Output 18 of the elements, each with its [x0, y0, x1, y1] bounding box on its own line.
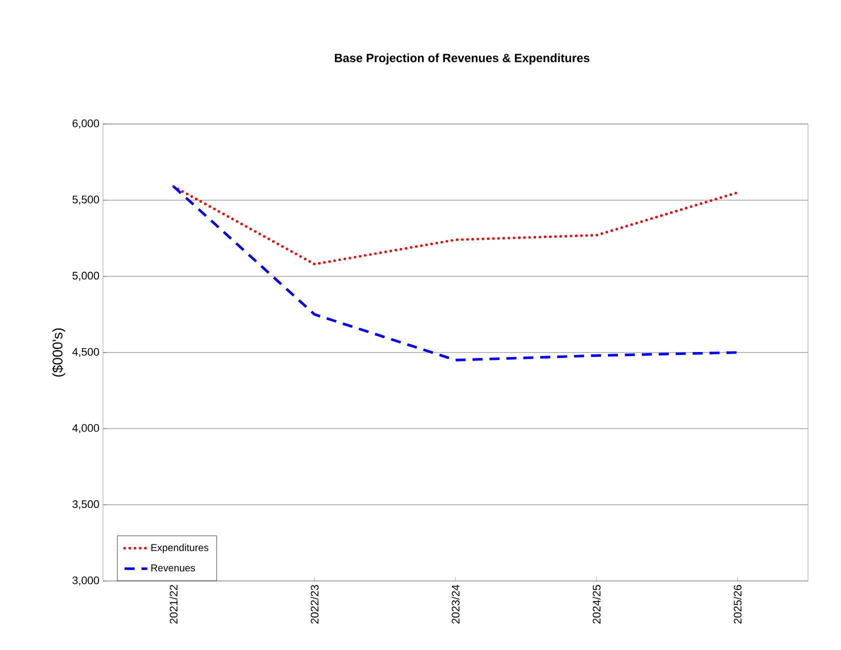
y-tick-label: 5,000 [72, 272, 100, 281]
x-tick-label: 2025/26 [733, 584, 742, 624]
y-tick-label: 3,500 [72, 500, 100, 510]
y-tick-label: 4,500 [72, 348, 100, 358]
x-tick-label: 2024/25 [592, 584, 601, 624]
line-series [172, 185, 739, 362]
y-tick-label: 5,500 [72, 196, 100, 205]
y-tick-label: 4,000 [72, 424, 100, 434]
y-tick-label: 3,000 [72, 576, 100, 586]
line-series [172, 185, 739, 266]
x-tick-label: 2023/24 [451, 584, 460, 624]
y-axis-title: ($000's) [52, 328, 66, 377]
legend-label: Revenues [151, 564, 196, 572]
y-tick-label: 6,000 [72, 119, 100, 129]
chart-title: Base Projection of Revenues & Expenditures [334, 53, 590, 65]
x-tick-label: 2021/22 [169, 585, 178, 624]
legend-label: Expenditures [151, 544, 208, 554]
x-tick-label: 2022/23 [310, 584, 319, 624]
